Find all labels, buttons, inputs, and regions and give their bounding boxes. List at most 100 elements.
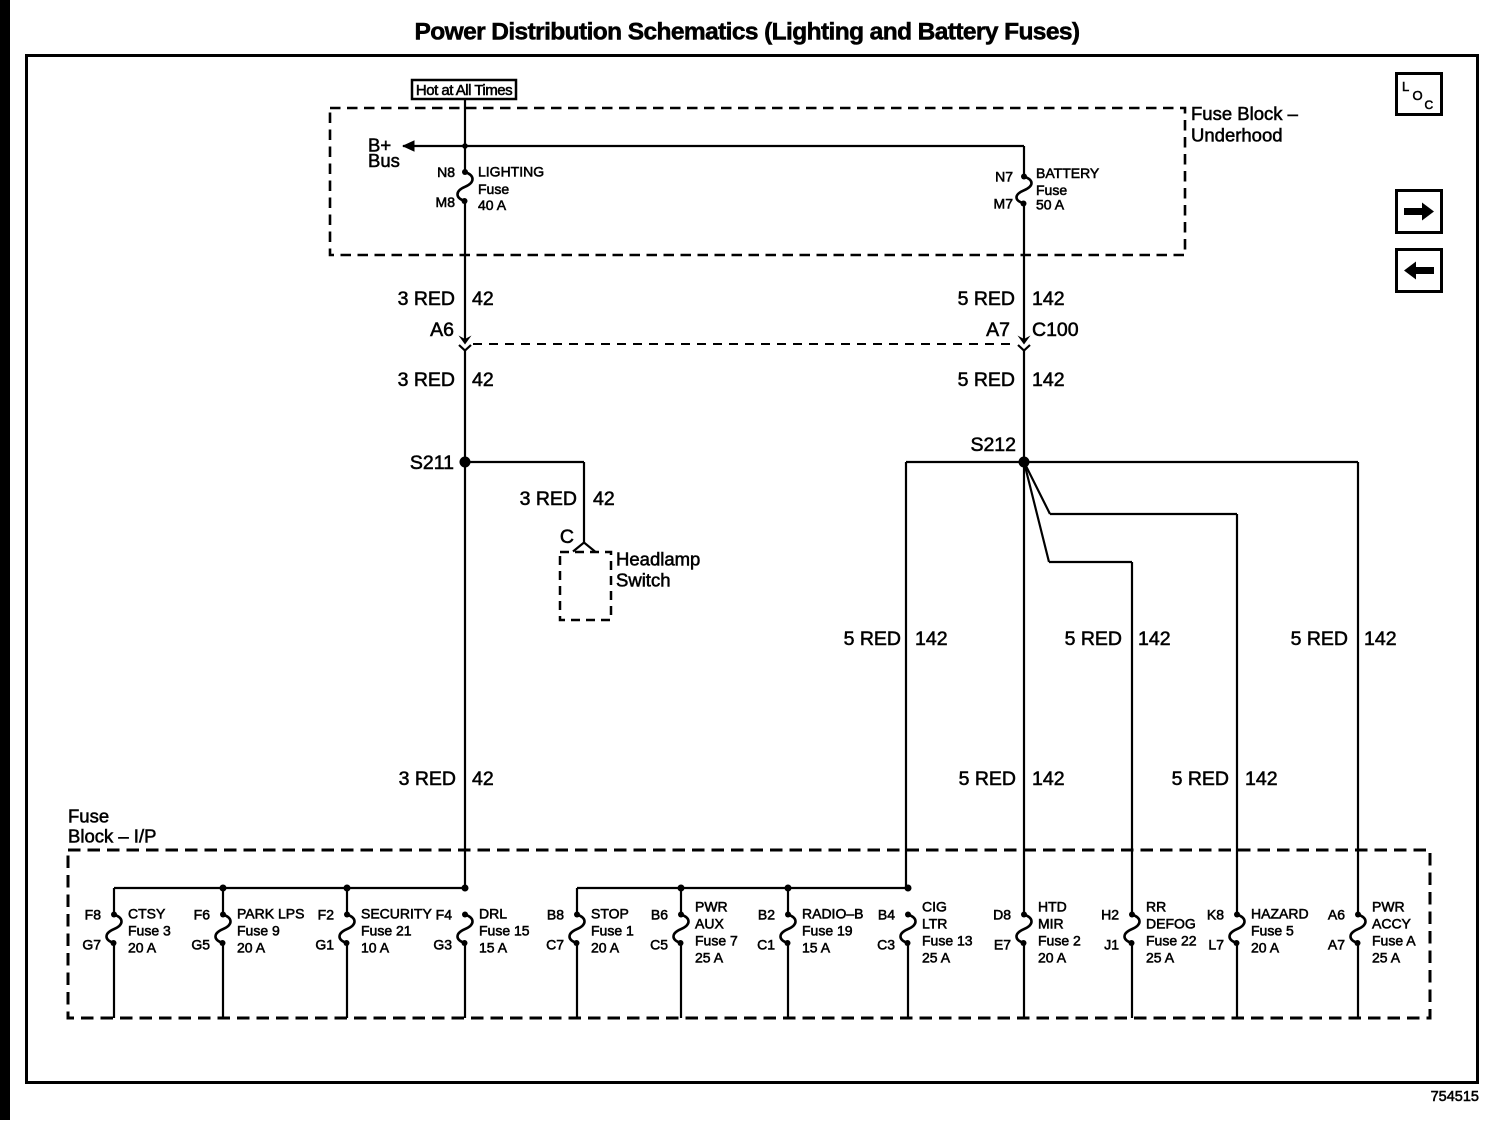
svg-text:15 A: 15 A <box>479 940 508 956</box>
svg-text:C: C <box>1425 98 1434 112</box>
svg-text:142: 142 <box>1138 628 1171 650</box>
svg-text:CTSY: CTSY <box>128 906 166 922</box>
svg-text:Power Distribution Schematics: Power Distribution Schematics (Lighting … <box>415 19 1080 46</box>
svg-text:G5: G5 <box>191 937 210 953</box>
svg-text:Fuse: Fuse <box>1036 182 1067 198</box>
svg-text:B8: B8 <box>547 907 564 923</box>
svg-text:A6: A6 <box>430 319 454 341</box>
svg-text:20 A: 20 A <box>128 940 157 956</box>
svg-text:B2: B2 <box>758 907 775 923</box>
svg-text:3 RED: 3 RED <box>398 369 455 391</box>
svg-text:PWR: PWR <box>1372 899 1405 915</box>
svg-text:Fuse 21: Fuse 21 <box>361 923 412 939</box>
svg-text:N7: N7 <box>995 169 1013 185</box>
svg-text:M8: M8 <box>436 194 456 210</box>
svg-text:Hot at All Times: Hot at All Times <box>416 82 512 99</box>
svg-text:Switch: Switch <box>616 570 671 591</box>
svg-text:Bus: Bus <box>368 150 400 171</box>
svg-text:5 RED: 5 RED <box>1291 628 1348 650</box>
svg-text:25 A: 25 A <box>1146 950 1175 966</box>
svg-text:142: 142 <box>1032 288 1065 310</box>
svg-text:C100: C100 <box>1032 319 1079 341</box>
svg-text:M7: M7 <box>994 196 1014 212</box>
svg-text:Block – I/P: Block – I/P <box>68 826 156 847</box>
svg-text:42: 42 <box>472 369 494 391</box>
svg-text:PARK LPS: PARK LPS <box>237 906 304 922</box>
svg-text:A7: A7 <box>1328 937 1345 953</box>
svg-text:HTD: HTD <box>1038 899 1067 915</box>
svg-text:STOP: STOP <box>591 906 629 922</box>
svg-text:C1: C1 <box>757 937 775 953</box>
svg-text:S212: S212 <box>970 434 1016 456</box>
svg-text:42: 42 <box>593 488 615 510</box>
svg-text:H2: H2 <box>1101 907 1119 923</box>
svg-text:5 RED: 5 RED <box>1065 628 1122 650</box>
svg-text:B6: B6 <box>651 907 668 923</box>
svg-text:20 A: 20 A <box>237 940 266 956</box>
svg-text:25 A: 25 A <box>922 950 951 966</box>
svg-text:754515: 754515 <box>1431 1089 1479 1105</box>
svg-text:BATTERY: BATTERY <box>1036 165 1100 181</box>
svg-text:O: O <box>1413 88 1423 103</box>
svg-text:C7: C7 <box>546 937 564 953</box>
svg-text:Fuse 22: Fuse 22 <box>1146 933 1197 949</box>
svg-text:G1: G1 <box>315 937 334 953</box>
svg-text:Fuse 2: Fuse 2 <box>1038 933 1081 949</box>
svg-text:RR: RR <box>1146 899 1166 915</box>
svg-text:Fuse A: Fuse A <box>1372 933 1416 949</box>
svg-text:Fuse 1: Fuse 1 <box>591 923 634 939</box>
svg-text:5 RED: 5 RED <box>1172 768 1229 790</box>
svg-text:B+: B+ <box>368 135 391 156</box>
svg-text:50 A: 50 A <box>1036 197 1065 213</box>
svg-text:20 A: 20 A <box>591 940 620 956</box>
svg-text:AUX: AUX <box>695 916 724 932</box>
svg-text:B4: B4 <box>878 907 895 923</box>
svg-text:C3: C3 <box>877 937 895 953</box>
svg-text:Fuse: Fuse <box>68 806 109 827</box>
svg-text:5 RED: 5 RED <box>958 288 1015 310</box>
svg-text:L: L <box>1402 79 1409 94</box>
svg-text:G3: G3 <box>433 937 452 953</box>
svg-text:Fuse: Fuse <box>478 181 509 197</box>
svg-text:C: C <box>560 526 574 548</box>
svg-text:20 A: 20 A <box>1038 950 1067 966</box>
svg-text:10 A: 10 A <box>361 940 390 956</box>
svg-text:142: 142 <box>1245 768 1278 790</box>
svg-text:C5: C5 <box>650 937 668 953</box>
svg-text:LTR: LTR <box>922 916 947 932</box>
svg-text:PWR: PWR <box>695 899 728 915</box>
svg-text:142: 142 <box>1032 768 1065 790</box>
svg-text:K8: K8 <box>1207 907 1224 923</box>
svg-text:D8: D8 <box>993 907 1011 923</box>
svg-text:Fuse 19: Fuse 19 <box>802 923 853 939</box>
svg-text:42: 42 <box>472 768 494 790</box>
svg-text:A7: A7 <box>986 319 1010 341</box>
svg-text:40 A: 40 A <box>478 197 507 213</box>
svg-text:CIG: CIG <box>922 899 947 915</box>
svg-text:3 RED: 3 RED <box>520 488 577 510</box>
svg-text:20 A: 20 A <box>1251 940 1280 956</box>
svg-text:5 RED: 5 RED <box>844 628 901 650</box>
svg-text:J1: J1 <box>1104 937 1119 953</box>
svg-text:HAZARD: HAZARD <box>1251 906 1309 922</box>
svg-text:LIGHTING: LIGHTING <box>478 164 544 180</box>
svg-text:Fuse 3: Fuse 3 <box>128 923 171 939</box>
svg-text:Fuse 5: Fuse 5 <box>1251 923 1294 939</box>
svg-text:Fuse 7: Fuse 7 <box>695 933 738 949</box>
svg-text:F8: F8 <box>85 907 102 923</box>
svg-text:E7: E7 <box>994 937 1011 953</box>
svg-text:ACCY: ACCY <box>1372 916 1412 932</box>
svg-text:Fuse 9: Fuse 9 <box>237 923 280 939</box>
svg-text:DRL: DRL <box>479 906 507 922</box>
svg-text:A6: A6 <box>1328 907 1345 923</box>
svg-text:SECURITY: SECURITY <box>361 906 432 922</box>
svg-text:S211: S211 <box>410 452 454 474</box>
svg-text:3 RED: 3 RED <box>398 288 455 310</box>
svg-text:MIR: MIR <box>1038 916 1064 932</box>
svg-text:Underhood: Underhood <box>1191 125 1283 146</box>
svg-text:F6: F6 <box>194 907 211 923</box>
svg-text:5 RED: 5 RED <box>958 369 1015 391</box>
svg-text:Fuse 13: Fuse 13 <box>922 933 973 949</box>
svg-text:L7: L7 <box>1208 937 1224 953</box>
svg-text:5 RED: 5 RED <box>959 768 1016 790</box>
